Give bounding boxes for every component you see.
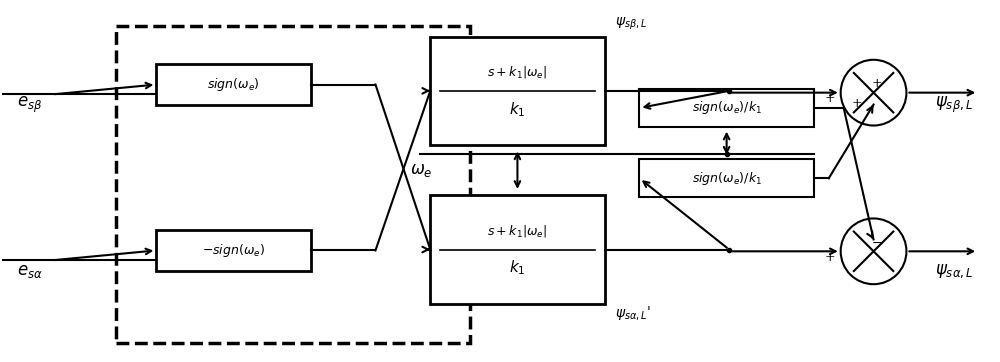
- Text: $\psi_{s\beta,L}$: $\psi_{s\beta,L}$: [935, 95, 973, 115]
- Text: +: +: [825, 92, 836, 105]
- Text: +: +: [825, 251, 836, 264]
- Text: $-sign(\omega_e)$: $-sign(\omega_e)$: [202, 242, 265, 259]
- Text: $sign(\omega_e)$: $sign(\omega_e)$: [207, 76, 260, 93]
- Text: $k_1$: $k_1$: [509, 258, 526, 277]
- Bar: [116, 26, 470, 343]
- Bar: [156, 64, 311, 105]
- Bar: [430, 195, 605, 304]
- Text: $s+k_1|\omega_e|$: $s+k_1|\omega_e|$: [487, 223, 547, 239]
- Bar: [156, 230, 311, 271]
- Text: +: +: [872, 77, 882, 90]
- Text: $\omega_e$: $\omega_e$: [410, 162, 433, 179]
- Text: $e_{s\alpha}$: $e_{s\alpha}$: [17, 263, 43, 280]
- Text: $\psi_{s\alpha,L}$: $\psi_{s\alpha,L}$: [935, 262, 973, 280]
- Text: $k_1$: $k_1$: [509, 100, 526, 119]
- Text: $-$: $-$: [871, 236, 882, 249]
- Text: $\psi_{s\beta,L}$: $\psi_{s\beta,L}$: [615, 16, 647, 32]
- Bar: [639, 159, 814, 197]
- Text: +: +: [852, 97, 862, 110]
- Bar: [639, 89, 814, 127]
- Text: $e_{s\beta}$: $e_{s\beta}$: [17, 95, 42, 115]
- Text: $\psi_{s\alpha,L}$': $\psi_{s\alpha,L}$': [615, 304, 650, 321]
- Text: $s+k_1|\omega_e|$: $s+k_1|\omega_e|$: [487, 64, 547, 80]
- Text: $sign(\omega_e)/k_1$: $sign(\omega_e)/k_1$: [692, 170, 762, 187]
- Bar: [430, 37, 605, 145]
- Text: $sign(\omega_e)/k_1$: $sign(\omega_e)/k_1$: [692, 100, 762, 117]
